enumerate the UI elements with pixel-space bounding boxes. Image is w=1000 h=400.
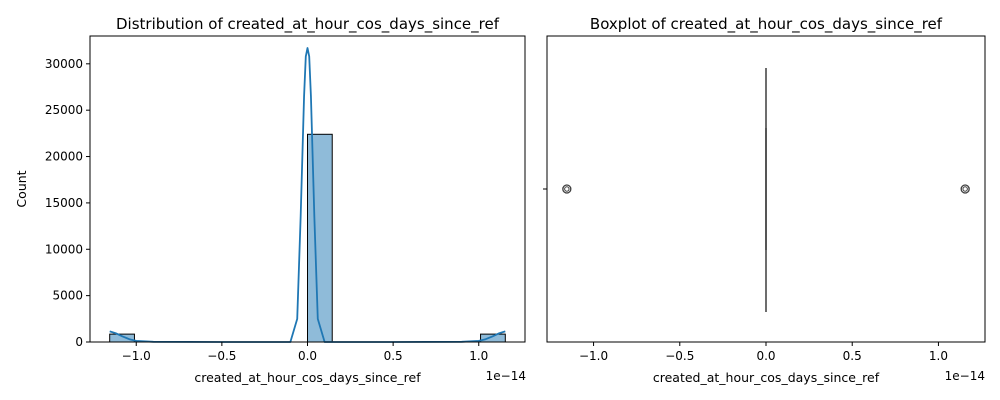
- boxplot-outlier: [562, 184, 572, 194]
- boxplot-title: Boxplot of created_at_hour_cos_days_sinc…: [590, 15, 943, 34]
- boxplot-outlier: [960, 184, 970, 194]
- histogram-y-ticks: 0 5000 10000 15000 20000 25000 30000: [45, 57, 90, 349]
- boxplot-x-ticks: −1.0 −0.5 0.0 0.5 1.0: [579, 342, 948, 363]
- histogram-y-tick-label: 0: [75, 335, 83, 349]
- boxplot-x-tick-label: 1.0: [929, 349, 948, 363]
- histogram-x-tick-label: −1.0: [122, 349, 151, 363]
- boxplot-x-tick-label: 0.0: [756, 349, 775, 363]
- histogram-x-offset-label: 1e−14: [486, 369, 526, 383]
- histogram-x-tick-label: −0.5: [207, 349, 236, 363]
- boxplot-body: [562, 68, 970, 312]
- histogram-title: Distribution of created_at_hour_cos_days…: [116, 15, 500, 34]
- histogram-y-axis-label: Count: [14, 170, 29, 207]
- histogram-bars: [109, 133, 506, 343]
- histogram-x-ticks: −1.0 −0.5 0.0 0.5 1.0: [122, 342, 488, 363]
- histogram-x-tick-label: 0.5: [384, 349, 403, 363]
- boxplot-x-axis-label: created_at_hour_cos_days_since_ref: [653, 370, 880, 385]
- histogram-y-tick-label: 25000: [45, 103, 83, 117]
- boxplot-panel: Boxplot of created_at_hour_cos_days_sinc…: [543, 15, 986, 385]
- boxplot-outlier-inner: [962, 186, 968, 192]
- histogram-y-tick-label: 30000: [45, 57, 83, 71]
- histogram-x-tick-label: 1.0: [469, 349, 488, 363]
- boxplot-x-tick-label: −1.0: [579, 349, 608, 363]
- histogram-y-tick-label: 10000: [45, 242, 83, 256]
- histogram-y-tick-label: 20000: [45, 150, 83, 164]
- boxplot-outlier-inner: [564, 186, 570, 192]
- boxplot-x-tick-label: 0.5: [843, 349, 862, 363]
- histogram-x-axis-label: created_at_hour_cos_days_since_ref: [194, 370, 421, 385]
- histogram-x-tick-label: 0.0: [298, 349, 317, 363]
- histogram-kde: [109, 47, 506, 343]
- boxplot-x-offset-label: 1e−14: [945, 369, 985, 383]
- boxplot-x-tick-label: −0.5: [665, 349, 694, 363]
- histogram-y-tick-label: 5000: [52, 289, 83, 303]
- histogram-panel: Distribution of created_at_hour_cos_days…: [14, 15, 526, 385]
- histogram-bar: [307, 133, 333, 343]
- kde-line: [109, 47, 506, 343]
- histogram-y-tick-label: 15000: [45, 196, 83, 210]
